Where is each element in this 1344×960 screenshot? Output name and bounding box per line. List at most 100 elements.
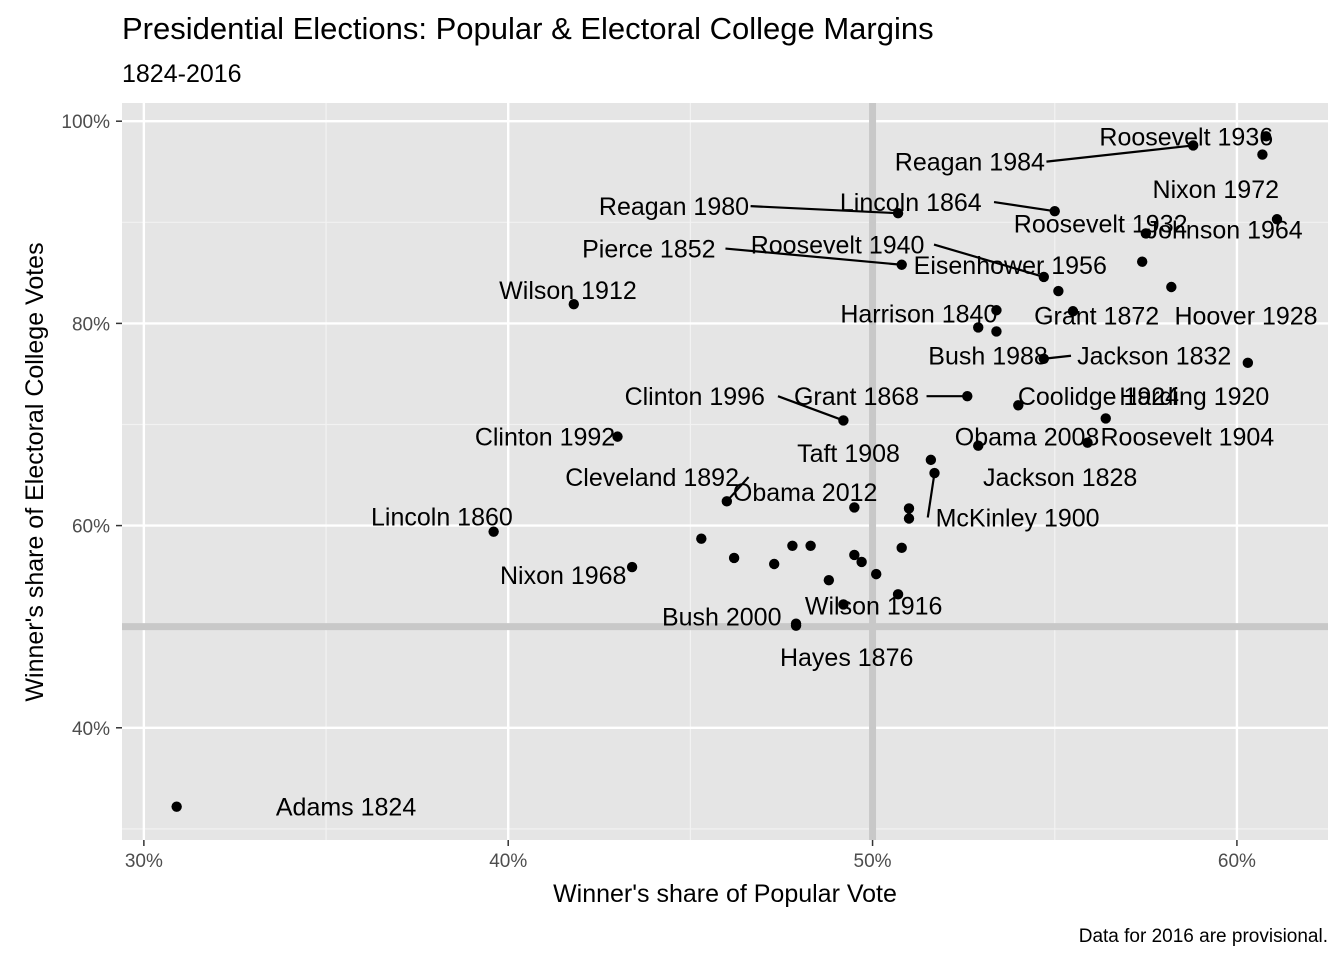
x-tick-label: 50% bbox=[854, 851, 892, 872]
point-label: Coolidge 1924 bbox=[1018, 383, 1179, 411]
x-tick-label: 30% bbox=[125, 851, 163, 872]
point-label: Bush 1988 bbox=[928, 343, 1048, 371]
data-point bbox=[903, 513, 915, 524]
data-point bbox=[626, 561, 638, 573]
data-point bbox=[612, 431, 623, 442]
y-tick-label: 60% bbox=[72, 517, 110, 538]
label-leader-line bbox=[993, 200, 1055, 213]
point-label: Obama 2008 bbox=[955, 424, 1100, 452]
x-axis-title: Winner's share of Popular Vote bbox=[553, 880, 897, 908]
data-point bbox=[488, 526, 499, 537]
data-point bbox=[962, 390, 973, 402]
data-point bbox=[838, 415, 849, 426]
data-point bbox=[871, 568, 882, 580]
data-point bbox=[696, 533, 707, 544]
data-point bbox=[925, 454, 937, 466]
data-point bbox=[728, 552, 740, 564]
x-tick-label: 60% bbox=[1218, 851, 1256, 872]
point-label: Harrison 1840 bbox=[840, 300, 997, 328]
chart-subtitle: 1824-2016 bbox=[122, 60, 242, 88]
point-label: Nixon 1972 bbox=[1153, 176, 1279, 204]
data-point bbox=[1271, 214, 1283, 225]
data-point bbox=[768, 558, 780, 570]
point-label: Reagan 1980 bbox=[599, 193, 749, 221]
point-label: Wilson 1916 bbox=[805, 592, 943, 620]
label-leader-line bbox=[1046, 144, 1194, 163]
point-label: Taft 1908 bbox=[797, 440, 900, 468]
data-point bbox=[896, 259, 907, 270]
chart-title: Presidential Elections: Popular & Electo… bbox=[122, 11, 934, 46]
data-point bbox=[721, 496, 733, 507]
point-label: Clinton 1996 bbox=[625, 383, 765, 411]
label-leader-line bbox=[933, 243, 1045, 278]
point-label: Lincoln 1860 bbox=[371, 503, 513, 531]
data-point bbox=[1082, 437, 1093, 448]
label-leader-line bbox=[926, 472, 936, 518]
data-point bbox=[838, 599, 849, 610]
data-point bbox=[903, 503, 915, 514]
data-point bbox=[1053, 285, 1064, 297]
y-axis-ticks: 40% 60% 80% 100% bbox=[61, 112, 122, 740]
data-point bbox=[1038, 271, 1050, 283]
data-point bbox=[929, 467, 940, 479]
point-label: Eisenhower 1956 bbox=[914, 252, 1107, 280]
point-label: Grant 1872 bbox=[1034, 302, 1159, 330]
label-leader-line bbox=[777, 395, 844, 422]
point-label: Nixon 1968 bbox=[500, 562, 626, 590]
data-point bbox=[856, 556, 867, 568]
data-point bbox=[1257, 149, 1268, 160]
label-leader-lines bbox=[725, 144, 1194, 518]
data-point bbox=[790, 620, 802, 631]
x-tick-label: 40% bbox=[489, 851, 527, 872]
point-label: Roosevelt 1936 bbox=[1099, 123, 1273, 151]
point-label: Johnson 1964 bbox=[1146, 216, 1303, 244]
data-point bbox=[1100, 413, 1111, 424]
data-point bbox=[805, 540, 816, 552]
point-label: Harding 1920 bbox=[1119, 383, 1269, 411]
point-label: Jackson 1828 bbox=[983, 464, 1137, 492]
point-label: Bush 2000 bbox=[662, 604, 782, 632]
data-point bbox=[1187, 140, 1199, 151]
point-label: Roosevelt 1932 bbox=[1014, 210, 1188, 238]
point-label: Pierce 1852 bbox=[582, 236, 715, 264]
data-point bbox=[973, 440, 984, 451]
data-point bbox=[787, 540, 798, 552]
y-tick-label: 40% bbox=[72, 719, 110, 740]
data-point bbox=[892, 589, 904, 600]
y-tick-label: 80% bbox=[72, 314, 110, 335]
y-axis-title: Winner's share of Electoral College Vote… bbox=[21, 242, 49, 701]
minor-grid bbox=[122, 103, 1328, 840]
data-point bbox=[896, 542, 907, 554]
point-label: Cleveland 1892 bbox=[565, 464, 739, 492]
reference-lines bbox=[122, 103, 1328, 840]
data-point bbox=[1049, 205, 1060, 217]
point-label: Wilson 1912 bbox=[499, 277, 637, 305]
data-point bbox=[849, 502, 860, 513]
data-point bbox=[823, 574, 835, 586]
label-leader-line bbox=[725, 247, 902, 266]
point-label: Hayes 1876 bbox=[780, 644, 913, 672]
chart-caption: Data for 2016 are provisional. bbox=[1079, 926, 1328, 947]
data-point bbox=[991, 326, 1002, 337]
data-point bbox=[1260, 131, 1272, 142]
data-point bbox=[1140, 228, 1152, 239]
data-point bbox=[892, 207, 904, 219]
data-point bbox=[568, 298, 579, 310]
point-label: Clinton 1992 bbox=[475, 424, 615, 452]
point-label: Reagan 1984 bbox=[895, 149, 1045, 177]
data-points bbox=[171, 131, 1283, 812]
data-point bbox=[1038, 353, 1050, 364]
point-label: Adams 1824 bbox=[276, 794, 416, 822]
point-label: Obama 2012 bbox=[733, 479, 878, 507]
point-label: McKinley 1900 bbox=[936, 504, 1100, 532]
label-leader-line bbox=[750, 205, 899, 215]
point-label: Lincoln 1864 bbox=[840, 189, 982, 217]
label-leader-line bbox=[726, 476, 750, 503]
data-point bbox=[1242, 357, 1254, 369]
data-point bbox=[1136, 256, 1148, 267]
point-label: Roosevelt 1940 bbox=[751, 232, 925, 260]
data-point bbox=[991, 305, 1002, 316]
point-label: Jackson 1832 bbox=[1077, 343, 1231, 371]
x-axis-ticks: 30% 40% 50% 60% bbox=[125, 840, 1256, 872]
